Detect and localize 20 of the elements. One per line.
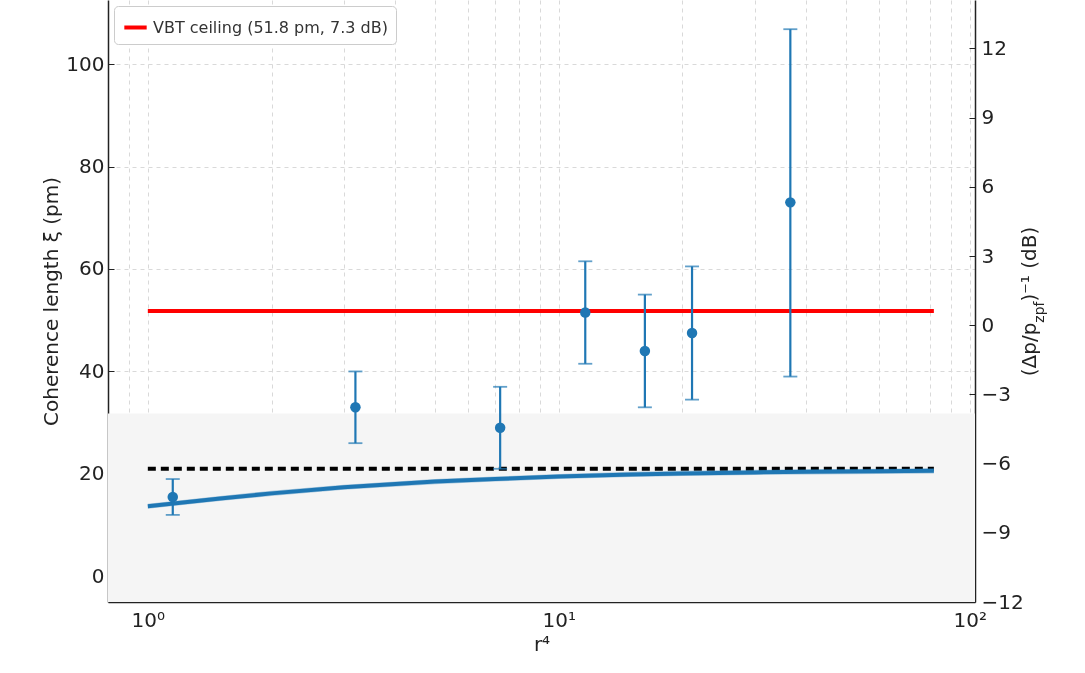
- y2-tick-label: 9: [981, 105, 995, 130]
- y2-tick-label: 0: [981, 312, 995, 337]
- y2-tick-label: 6: [981, 174, 995, 199]
- legend-label: VBT ceiling (51.8 pm, 7.3 dB): [153, 17, 388, 37]
- y2-tick-label: −3: [981, 381, 1011, 406]
- y-tick-label: 80: [79, 154, 105, 179]
- y-axis-title: Coherence length ξ (pm): [39, 176, 64, 427]
- y-tick-label: 40: [79, 358, 105, 383]
- y-tick-label: 20: [79, 461, 105, 486]
- y-tick-label: 60: [79, 256, 105, 281]
- y2-tick-label: −6: [981, 451, 1011, 476]
- x-tick-label: 10⁰: [131, 607, 166, 632]
- x-axis-title: r⁴: [533, 631, 551, 656]
- x-tick-label: 10²: [953, 607, 987, 632]
- y2-tick-label: 12: [981, 35, 1007, 60]
- y2-tick-label: −9: [981, 520, 1011, 545]
- y-tick-label: 0: [91, 563, 105, 588]
- y-tick-label: 100: [66, 51, 105, 76]
- y2-tick-label: 3: [981, 243, 995, 268]
- x-tick-label: 10¹: [542, 607, 577, 632]
